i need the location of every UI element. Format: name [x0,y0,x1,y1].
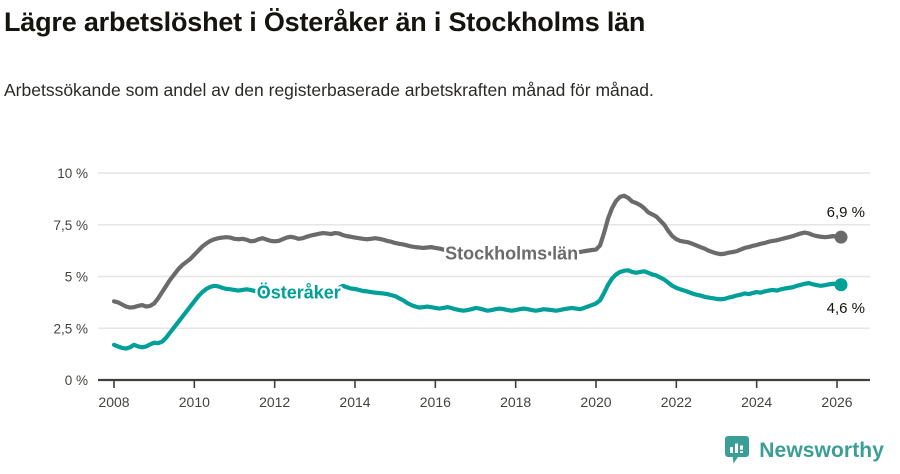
end-value-label-osteraker: 4,6 % [827,300,865,317]
line-chart: 0 % 2,5 % 5 % 7,5 % 10 % 2008 2010 2012 2014 2016… [53,166,870,410]
x-axis-tick-label: 2012 [259,394,290,410]
series-name-label-osteraker: Österåker [257,283,341,303]
page-title: Lägre arbetslöshet i Österåker än i Stoc… [4,7,646,37]
x-axis-tick-label: 2024 [741,394,772,410]
brand-footer: Newsworthy [724,436,884,466]
series-endpoint-osteraker [834,278,848,292]
series-line-osteraker [111,268,844,351]
x-axis-tick-label: 2020 [580,394,611,410]
brand-name: Newsworthy [759,439,884,462]
x-axis-tick-label: 2014 [339,394,370,410]
x-axis-tick-label: 2026 [821,394,852,410]
y-axis-tick-label: 7,5 % [53,218,88,233]
chart-subtitle: Arbetssökande som andel av den registerb… [4,80,654,100]
series-line-stockholm [111,193,844,310]
x-axis-tick-label: 2016 [420,394,451,410]
y-axis-tick-label: 10 % [57,166,88,181]
end-value-label-stockholm: 6,9 % [827,204,865,221]
chart-plot-area: 0 % 2,5 % 5 % 7,5 % 10 % 2008 2010 2012 2014 2016… [0,150,900,415]
x-axis-tick-label: 2010 [179,394,210,410]
y-axis-tick-label: 0 % [65,373,88,388]
series-endpoint-stockholm [834,230,848,244]
x-axis-tick-label: 2008 [98,394,129,410]
bar-chart-speech-bubble-icon [725,436,750,464]
series-name-label-stockholm: Stockholms län [445,244,578,264]
x-axis-tick-label: 2018 [500,394,531,410]
y-axis-tick-label: 2,5 % [53,321,88,336]
x-axis-tick-label: 2022 [661,394,692,410]
y-axis-tick-label: 5 % [65,270,88,285]
